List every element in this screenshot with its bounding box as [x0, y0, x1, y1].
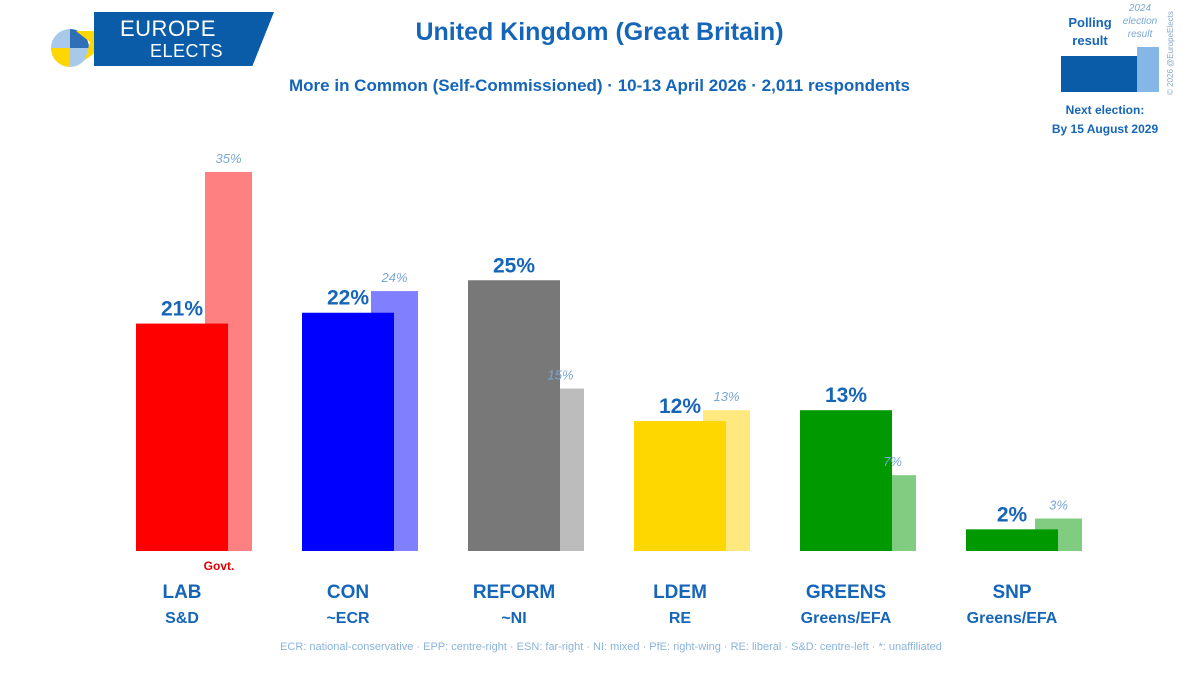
value-label-previous-reform: 15% — [547, 368, 573, 383]
group-label-lab: S&D — [165, 610, 199, 627]
next-election-info: Next election: By 15 August 2029 — [1050, 101, 1160, 139]
next-election-label: Next election: — [1065, 103, 1145, 117]
bar-poll-ldem — [634, 421, 726, 551]
party-label-greens: GREENS — [806, 582, 886, 603]
chart-title: United Kingdom (Great Britain) — [415, 18, 784, 46]
group-label-snp: Greens/EFA — [967, 610, 1058, 627]
group-label-con: ~ECR — [326, 610, 370, 627]
bar-poll-lab — [136, 323, 228, 551]
group-label-reform: ~NI — [501, 610, 526, 627]
bar-poll-reform — [468, 280, 560, 551]
party-label-con: CON — [327, 582, 369, 603]
party-label-ldem: LDEM — [653, 582, 707, 603]
legend-previous-label: 2024 election result — [1122, 3, 1158, 40]
party-label-snp: SNP — [992, 582, 1031, 603]
party-label-lab: LAB — [162, 582, 201, 603]
group-footnote: ECR: national-conservative · EPP: centre… — [280, 641, 942, 653]
legend-previous-swatch — [1137, 47, 1159, 92]
group-label-greens: Greens/EFA — [801, 610, 892, 627]
value-label-poll-greens: 13% — [825, 384, 867, 407]
value-label-poll-lab: 21% — [161, 298, 203, 321]
chart-subtitle: More in Common (Self-Commissioned) · 10-… — [289, 76, 910, 95]
legend-polling-swatch — [1061, 56, 1137, 92]
government-label: Govt. — [204, 559, 235, 573]
logo-text-elects: ELECTS — [150, 41, 224, 61]
value-label-previous-snp: 3% — [1049, 498, 1068, 513]
value-label-poll-reform: 25% — [493, 254, 535, 277]
legend-polling-label: Polling result — [1068, 15, 1112, 48]
group-label-ldem: RE — [669, 610, 692, 627]
next-election-date: By 15 August 2029 — [1051, 122, 1159, 137]
bar-poll-greens — [800, 410, 892, 551]
europe-elects-logo: EUROPE ELECTS — [38, 12, 274, 67]
value-label-poll-con: 22% — [327, 287, 369, 310]
value-label-poll-ldem: 12% — [659, 395, 701, 418]
value-label-previous-con: 24% — [380, 270, 407, 285]
bar-poll-con — [302, 312, 394, 551]
value-label-previous-lab: 35% — [215, 151, 241, 166]
bar-poll-snp — [966, 529, 1058, 551]
party-label-reform: REFORM — [473, 582, 555, 603]
logo-text-europe: EUROPE — [120, 16, 216, 41]
value-label-previous-ldem: 13% — [713, 389, 739, 404]
value-label-poll-snp: 2% — [997, 503, 1028, 526]
logo-banner — [94, 12, 274, 66]
value-label-previous-greens: 7% — [883, 454, 902, 469]
